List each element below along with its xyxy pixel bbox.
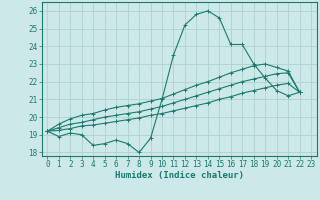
X-axis label: Humidex (Indice chaleur): Humidex (Indice chaleur)	[115, 171, 244, 180]
